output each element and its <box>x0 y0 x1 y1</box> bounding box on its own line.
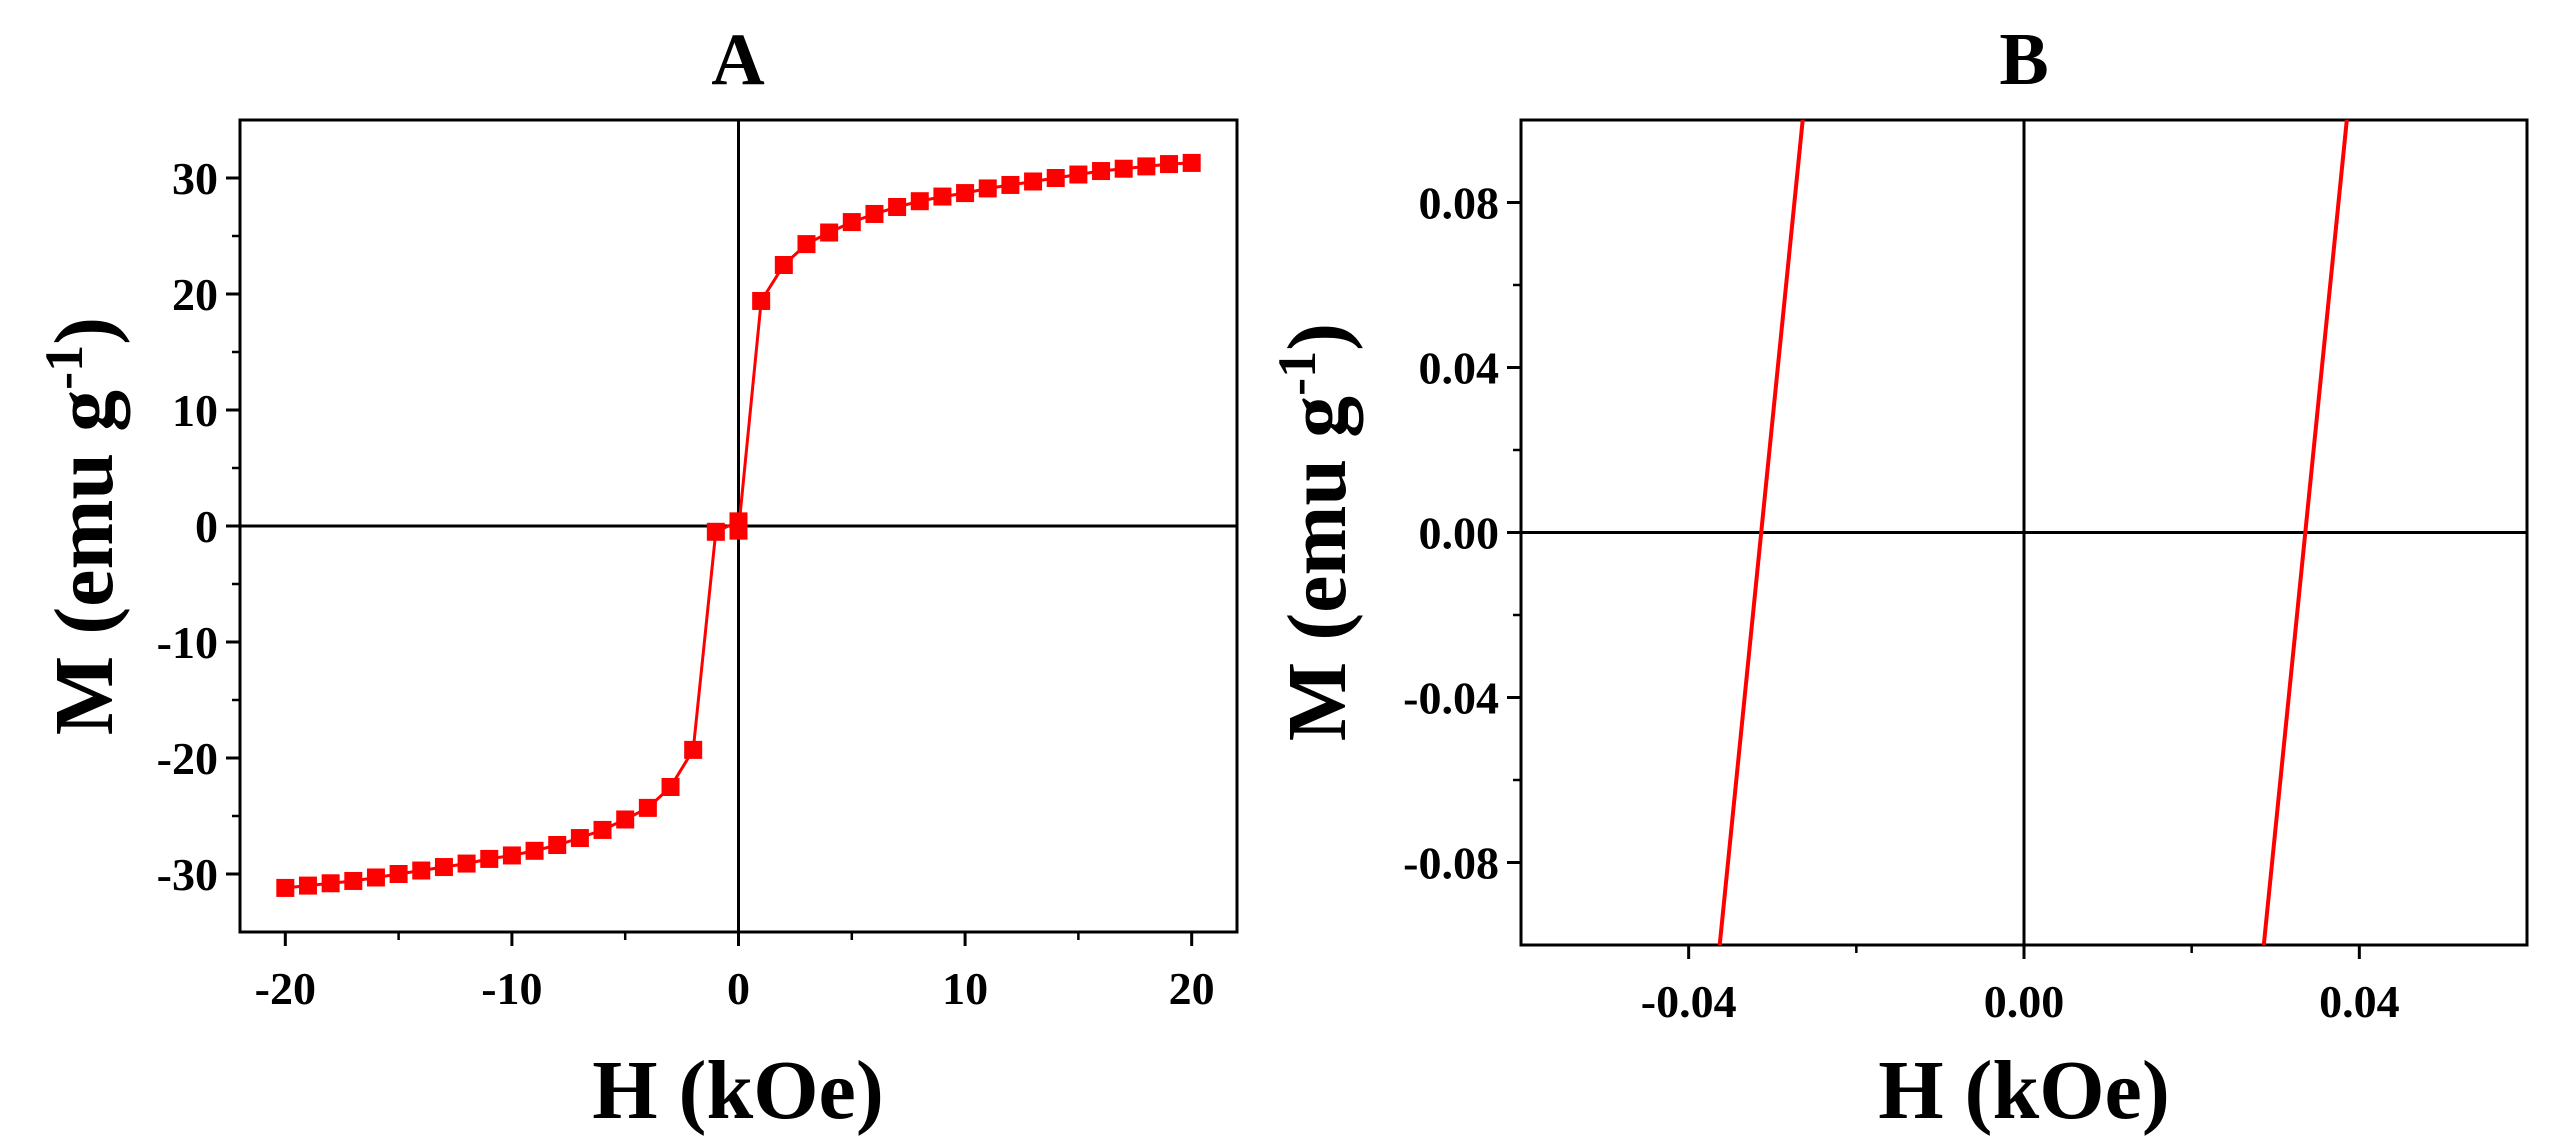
chart-a-data-point <box>616 810 635 829</box>
chart-a-data-point <box>774 256 793 274</box>
y-tick-label: 0.04 <box>1419 343 1500 394</box>
chart-a-data-point <box>933 187 952 206</box>
chart-a-data-point <box>480 849 499 868</box>
chart-a-data-point <box>820 223 839 242</box>
chart-a-series <box>276 153 1201 897</box>
chart-a-data-point <box>1001 175 1020 194</box>
chart-a-data-point <box>752 291 771 310</box>
chart-a-data-point <box>570 829 589 848</box>
x-tick-label: 10 <box>942 963 988 1014</box>
chart-a-data-point <box>548 836 567 854</box>
chart-a-y-ticks <box>226 176 240 876</box>
chart-a-data-point <box>1114 159 1133 178</box>
y-tick-label: -30 <box>157 849 218 900</box>
chart-b-y-label-close: ) <box>1271 323 1364 351</box>
chart-a-data-point <box>1092 162 1111 181</box>
chart-a-data-point <box>412 861 431 880</box>
y-tick-label: 20 <box>172 269 218 320</box>
y-tick-label: 10 <box>172 385 218 436</box>
chart-b-axes <box>1521 120 2527 945</box>
chart-a-y-label-close: ) <box>38 317 131 345</box>
chart-a-data-point <box>1046 169 1065 187</box>
chart-b-series-line-1 <box>1717 119 1805 946</box>
chart-a-y-tick-labels: -30 -20 -10 0 10 20 30 <box>157 153 218 900</box>
chart-a-title: A <box>711 19 764 101</box>
chart-a-data-point <box>502 846 521 865</box>
chart-b-y-label-superscript: -1 <box>1267 351 1327 396</box>
y-tick-label: -0.08 <box>1403 838 1499 889</box>
chart-a-x-ticks <box>283 932 1194 946</box>
y-tick-label: -10 <box>157 617 218 668</box>
chart-a-data-point <box>661 778 680 796</box>
chart-a-data-point <box>525 841 544 860</box>
chart-b-y-axis-label: M (emu g-1) <box>1267 323 1364 741</box>
chart-a-data-point <box>638 798 657 817</box>
chart-a-data-point <box>298 876 317 895</box>
chart-a-data-point <box>1137 157 1156 176</box>
x-tick-label: 0 <box>727 963 750 1014</box>
chart-panel-a: A -20 -10 0 10 20 -30 -20 -10 0 10 20 30 H (kOe) M… <box>34 19 1239 1137</box>
y-tick-label: -20 <box>157 733 218 784</box>
chart-a-data-point <box>888 198 907 216</box>
x-tick-label: 20 <box>1169 963 1215 1014</box>
chart-panel-b: B -0.04 0.00 0.04 -0.08 -0.04 0.00 0.04 0.08 H… <box>1267 19 2529 1137</box>
y-tick-label: 0.00 <box>1419 508 1500 559</box>
chart-a-data-point <box>593 820 612 839</box>
chart-a-data-point <box>321 874 340 893</box>
chart-a-x-tick-labels: -20 -10 0 10 20 <box>255 963 1215 1014</box>
chart-b-title: B <box>1999 19 2048 101</box>
x-tick-label: 0.04 <box>2319 976 2400 1027</box>
chart-b-y-label-main: M (emu g <box>1271 396 1364 741</box>
chart-a-data-point <box>389 865 408 883</box>
x-tick-label: -0.04 <box>1641 976 1737 1027</box>
y-tick-label: 0.08 <box>1419 178 1500 229</box>
chart-a-data-point <box>344 871 363 890</box>
y-tick-label: 30 <box>172 153 218 204</box>
x-tick-label: 0.00 <box>1984 976 2065 1027</box>
x-tick-label: -20 <box>255 963 316 1014</box>
chart-b-x-axis-label: H (kOe) <box>1878 1044 2170 1137</box>
chart-a-data-point <box>842 213 861 232</box>
chart-a-y-axis-label: M (emu g-1) <box>34 317 131 735</box>
chart-a-data-point <box>797 235 816 254</box>
chart-a-data-point <box>1024 172 1043 191</box>
y-tick-label: -0.04 <box>1403 673 1499 724</box>
chart-a-data-point <box>956 184 975 203</box>
chart-a-data-point <box>729 521 748 540</box>
chart-a-data-point <box>1160 155 1179 174</box>
chart-a-data-point <box>865 204 884 223</box>
chart-a-data-point <box>978 179 997 198</box>
chart-a-data-point <box>706 522 725 541</box>
chart-a-y-label-superscript: -1 <box>34 345 94 390</box>
chart-b-x-tick-labels: -0.04 0.00 0.04 <box>1641 976 2400 1027</box>
chart-a-data-point <box>910 192 929 211</box>
chart-b-x-ticks <box>1687 945 2361 959</box>
chart-b-series-line-2 <box>2261 119 2349 946</box>
chart-a-data-point <box>457 854 476 873</box>
y-tick-label: 0 <box>195 501 218 552</box>
chart-a-y-label-main: M (emu g <box>38 390 131 735</box>
chart-b-y-tick-labels: -0.08 -0.04 0.00 0.04 0.08 <box>1403 178 1499 889</box>
chart-a-data-point <box>684 740 703 759</box>
chart-a-data-point <box>1182 153 1201 172</box>
chart-a-x-axis-label: H (kOe) <box>592 1044 884 1137</box>
chart-a-data-point <box>1069 165 1088 184</box>
chart-a-data-point <box>276 878 295 897</box>
chart-b-series <box>1717 119 2349 946</box>
chart-a-data-point <box>434 858 453 877</box>
chart-a-data-point <box>366 868 385 887</box>
chart-b-y-ticks <box>1507 201 1521 864</box>
x-tick-label: -10 <box>481 963 542 1014</box>
